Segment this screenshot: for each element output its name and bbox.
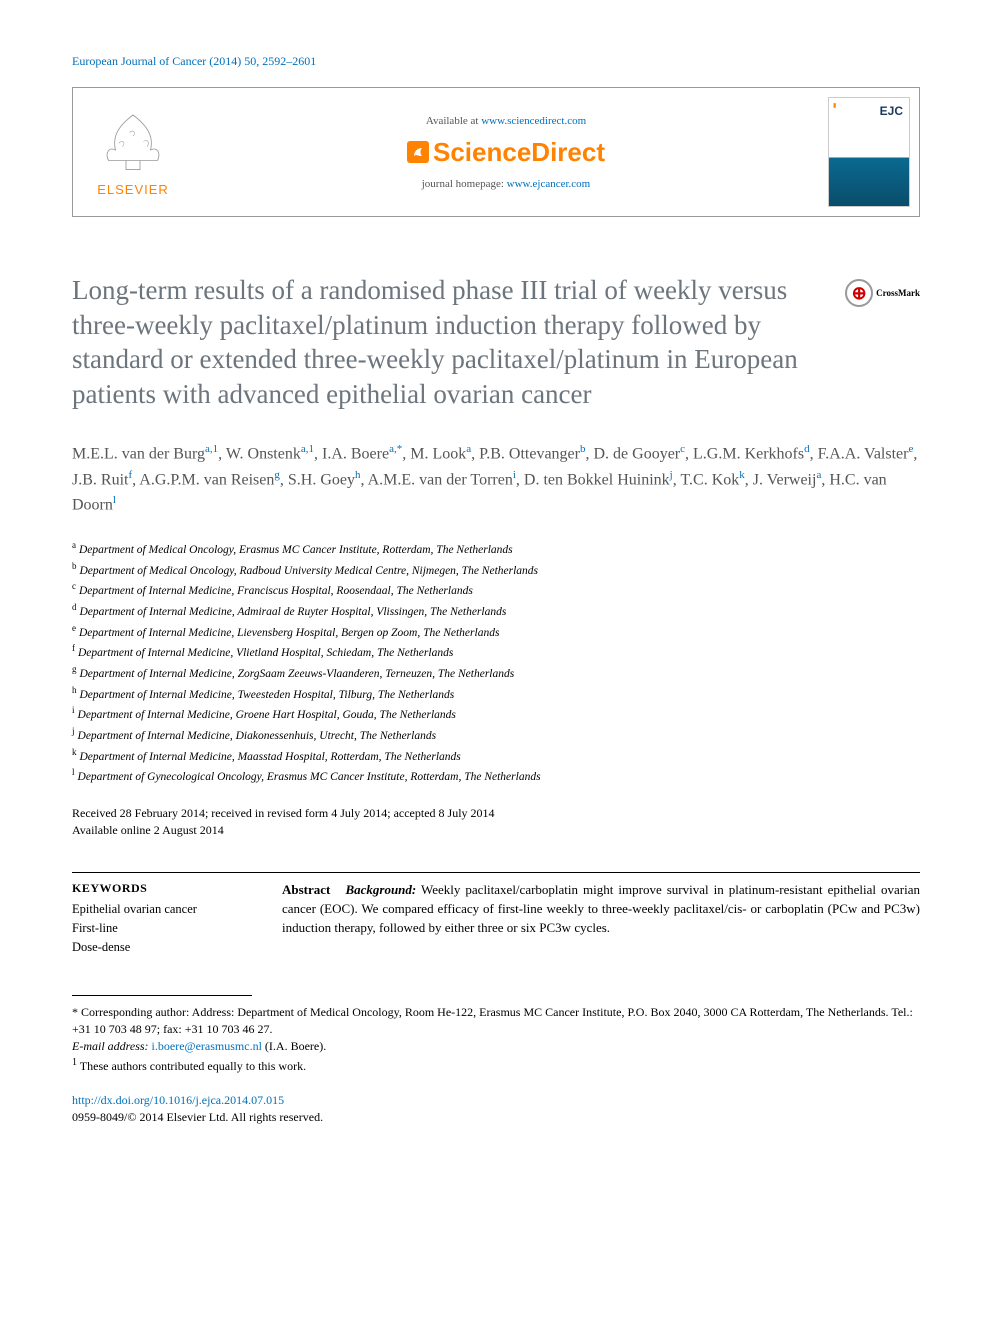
keywords-heading: KEYWORDS bbox=[72, 881, 252, 896]
author-name: I.A. Boere bbox=[322, 446, 389, 463]
affiliation-item: bDepartment of Medical Oncology, Radboud… bbox=[72, 560, 920, 581]
crossmark-badge[interactable]: ⊕ CrossMark bbox=[845, 279, 920, 307]
author-affiliation-sup: g bbox=[274, 469, 280, 481]
author-name: D. de Gooyer bbox=[593, 446, 680, 463]
article-title: Long-term results of a randomised phase … bbox=[72, 273, 833, 411]
author-name: F.A.A. Valster bbox=[818, 446, 909, 463]
dates-online: Available online 2 August 2014 bbox=[72, 822, 920, 839]
author-affiliation-sup: b bbox=[580, 443, 586, 455]
abstract-bg-label: Background: bbox=[345, 882, 416, 897]
author-name: A.M.E. van der Torren bbox=[368, 471, 513, 488]
equal-sup: 1 bbox=[72, 1057, 77, 1068]
author-name: J. Verweij bbox=[753, 471, 817, 488]
cover-elsevier-mini: ▮ bbox=[833, 102, 836, 109]
keyword-item: Dose-dense bbox=[72, 938, 252, 957]
doi-line: http://dx.doi.org/10.1016/j.ejca.2014.07… bbox=[72, 1093, 920, 1108]
author-name: L.G.M. Kerkhofs bbox=[693, 446, 804, 463]
corresponding-author-note: * Corresponding author: Address: Departm… bbox=[72, 1004, 920, 1039]
elsevier-tree-icon bbox=[98, 108, 168, 178]
author-affiliation-sup: a bbox=[816, 469, 821, 481]
author-affiliation-sup: l bbox=[113, 494, 116, 506]
header-center: Available at www.sciencedirect.com Scien… bbox=[193, 88, 819, 216]
affiliation-item: dDepartment of Internal Medicine, Admira… bbox=[72, 601, 920, 622]
email-person: (I.A. Boere). bbox=[262, 1039, 326, 1053]
author-affiliation-sup: d bbox=[804, 443, 810, 455]
available-at-text: Available at www.sciencedirect.com bbox=[426, 115, 586, 127]
email-label: E-mail address: bbox=[72, 1039, 152, 1053]
author-affiliation-sup: a,* bbox=[389, 443, 402, 455]
affiliation-item: jDepartment of Internal Medicine, Diakon… bbox=[72, 725, 920, 746]
footnotes: * Corresponding author: Address: Departm… bbox=[72, 1004, 920, 1076]
author-name: D. ten Bokkel Huinink bbox=[524, 471, 670, 488]
affiliation-item: eDepartment of Internal Medicine, Lieven… bbox=[72, 622, 920, 643]
sciencedirect-icon bbox=[407, 141, 429, 163]
journal-header-box: ELSEVIER Available at www.sciencedirect.… bbox=[72, 87, 920, 217]
author-affiliation-sup: a bbox=[466, 443, 471, 455]
author-name: A.G.P.M. van Reisen bbox=[139, 471, 274, 488]
crossmark-icon: ⊕ bbox=[845, 279, 873, 307]
author-name: M. Look bbox=[410, 446, 466, 463]
author-affiliation-sup: f bbox=[128, 469, 132, 481]
email-link[interactable]: i.boere@erasmusmc.nl bbox=[152, 1039, 262, 1053]
crossmark-label: CrossMark bbox=[876, 288, 920, 298]
author-affiliation-sup: c bbox=[680, 443, 685, 455]
sciencedirect-logo: ScienceDirect bbox=[407, 137, 605, 168]
author-affiliation-sup: i bbox=[513, 469, 516, 481]
author-name: P.B. Ottevanger bbox=[479, 446, 580, 463]
equal-contribution-note: 1 These authors contributed equally to t… bbox=[72, 1056, 920, 1075]
sciencedirect-url-link[interactable]: www.sciencedirect.com bbox=[481, 115, 586, 127]
author-affiliation-sup: j bbox=[670, 469, 673, 481]
footnote-separator bbox=[72, 995, 252, 996]
keywords-column: KEYWORDS Epithelial ovarian cancerFirst-… bbox=[72, 881, 252, 956]
affiliation-item: fDepartment of Internal Medicine, Vlietl… bbox=[72, 642, 920, 663]
keyword-item: First-line bbox=[72, 919, 252, 938]
affiliation-item: kDepartment of Internal Medicine, Maasst… bbox=[72, 746, 920, 767]
journal-reference: European Journal of Cancer (2014) 50, 25… bbox=[72, 54, 920, 69]
dates-received: Received 28 February 2014; received in r… bbox=[72, 805, 920, 822]
author-name: W. Onstenk bbox=[226, 446, 301, 463]
author-affiliation-sup: a,1 bbox=[205, 443, 218, 455]
elsevier-wordmark: ELSEVIER bbox=[97, 182, 169, 197]
email-line: E-mail address: i.boere@erasmusmc.nl (I.… bbox=[72, 1038, 920, 1055]
author-name: J.B. Ruit bbox=[72, 471, 128, 488]
affiliation-item: lDepartment of Gynecological Oncology, E… bbox=[72, 766, 920, 787]
affiliations-list: aDepartment of Medical Oncology, Erasmus… bbox=[72, 539, 920, 787]
affiliation-item: gDepartment of Internal Medicine, ZorgSa… bbox=[72, 663, 920, 684]
affiliation-item: cDepartment of Internal Medicine, Franci… bbox=[72, 580, 920, 601]
affiliation-item: aDepartment of Medical Oncology, Erasmus… bbox=[72, 539, 920, 560]
elsevier-logo-cell: ELSEVIER bbox=[73, 88, 193, 216]
author-affiliation-sup: a,1 bbox=[301, 443, 314, 455]
journal-home-link[interactable]: www.ejcancer.com bbox=[507, 178, 591, 190]
author-name: T.C. Kok bbox=[680, 471, 739, 488]
sciencedirect-text: ScienceDirect bbox=[433, 137, 605, 168]
abstract-label: Abstract bbox=[282, 882, 330, 897]
journal-homepage-text: journal homepage: www.ejcancer.com bbox=[422, 178, 591, 190]
keyword-item: Epithelial ovarian cancer bbox=[72, 900, 252, 919]
journal-cover-cell: ▮ EJC bbox=[819, 88, 919, 216]
available-prefix: Available at bbox=[426, 115, 481, 127]
author-affiliation-sup: h bbox=[355, 469, 361, 481]
journal-cover-thumbnail: ▮ EJC bbox=[828, 97, 910, 207]
author-name: M.E.L. van der Burg bbox=[72, 446, 205, 463]
affiliation-item: hDepartment of Internal Medicine, Tweest… bbox=[72, 684, 920, 705]
author-affiliation-sup: e bbox=[908, 443, 913, 455]
authors-list: M.E.L. van der Burga,1, W. Onstenka,1, I… bbox=[72, 441, 920, 517]
doi-link[interactable]: http://dx.doi.org/10.1016/j.ejca.2014.07… bbox=[72, 1093, 284, 1107]
journal-home-prefix: journal homepage: bbox=[422, 178, 507, 190]
article-dates: Received 28 February 2014; received in r… bbox=[72, 805, 920, 839]
author-affiliation-sup: k bbox=[739, 469, 745, 481]
affiliation-item: iDepartment of Internal Medicine, Groene… bbox=[72, 704, 920, 725]
cover-ejc-label: EJC bbox=[880, 104, 903, 118]
copyright-line: 0959-8049/© 2014 Elsevier Ltd. All right… bbox=[72, 1110, 920, 1125]
equal-text: These authors contributed equally to thi… bbox=[80, 1059, 306, 1073]
author-name: S.H. Goey bbox=[288, 471, 355, 488]
abstract-column: Abstract Background: Weekly paclitaxel/c… bbox=[282, 881, 920, 956]
